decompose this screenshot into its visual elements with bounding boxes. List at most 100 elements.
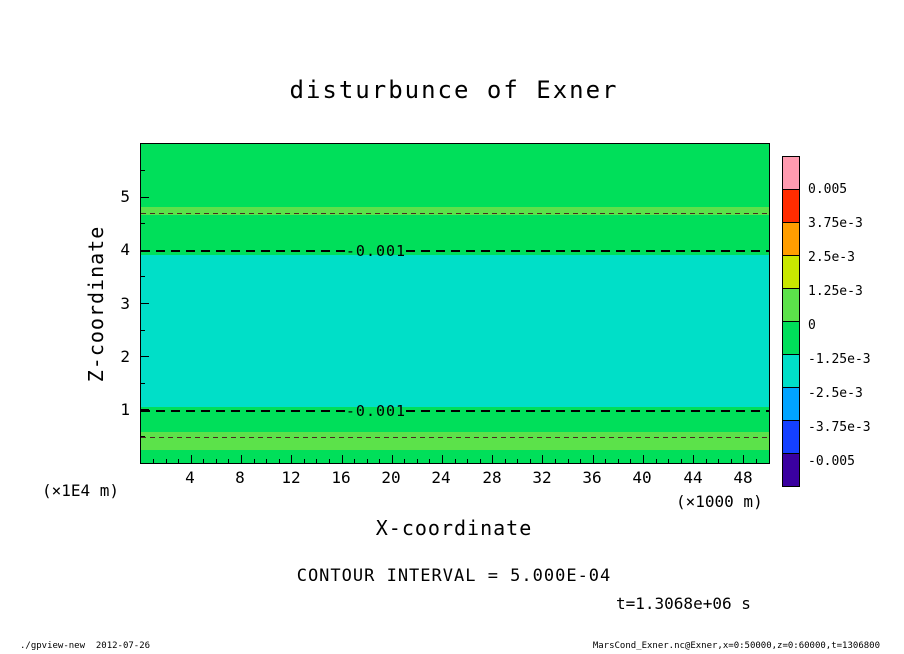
x-minor-tick bbox=[504, 459, 506, 463]
x-minor-tick bbox=[555, 459, 556, 463]
colorbar-label: 3.75e-3 bbox=[808, 216, 863, 231]
y-major-tick bbox=[141, 356, 149, 358]
x-major-tick bbox=[642, 455, 644, 463]
x-major-tick bbox=[592, 455, 594, 463]
y-minor-tick bbox=[141, 170, 145, 172]
colorbar-label: 0.005 bbox=[808, 182, 848, 197]
colorbar-label: 2.5e-3 bbox=[808, 250, 855, 265]
contour-interval-text: CONTOUR INTERVAL = 5.000E-04 bbox=[296, 566, 612, 586]
y-major-tick bbox=[141, 196, 149, 198]
chart-title: disturbunce of Exner bbox=[289, 76, 619, 104]
colorbar-cell bbox=[782, 453, 800, 487]
tone-band bbox=[141, 450, 769, 463]
colorbar-label: 0 bbox=[808, 318, 816, 333]
x-minor-tick bbox=[580, 459, 582, 463]
colorbar bbox=[782, 156, 800, 487]
x-major-tick bbox=[743, 455, 745, 463]
x-minor-tick bbox=[153, 459, 155, 463]
x-tick-label: 16 bbox=[331, 468, 351, 487]
x-minor-tick bbox=[215, 459, 217, 463]
contour-label-upper: -0.001 bbox=[345, 242, 407, 260]
colorbar-cell bbox=[782, 288, 800, 322]
tone-band bbox=[141, 207, 769, 215]
y-major-tick bbox=[141, 303, 149, 304]
x-minor-tick bbox=[467, 459, 469, 463]
x-tick-label: 24 bbox=[431, 468, 451, 487]
y-tick-label: 4 bbox=[120, 240, 130, 259]
contour-line-bold-upper-right bbox=[406, 250, 769, 252]
contour-line-bold-lower-left bbox=[141, 410, 346, 412]
x-minor-tick bbox=[178, 459, 180, 463]
x-minor-tick bbox=[278, 459, 280, 463]
x-minor-tick bbox=[630, 459, 632, 463]
x-minor-tick bbox=[228, 459, 230, 463]
x-minor-tick bbox=[617, 459, 619, 463]
y-axis-unit: (×1E4 m) bbox=[42, 481, 120, 500]
x-tick-label: 44 bbox=[683, 468, 703, 487]
x-minor-tick bbox=[303, 459, 305, 463]
x-axis-unit: (×1000 m) bbox=[676, 492, 763, 511]
x-minor-tick bbox=[454, 459, 456, 463]
x-minor-tick bbox=[668, 459, 669, 463]
colorbar-label: -0.005 bbox=[808, 454, 855, 469]
y-tick-label: 3 bbox=[120, 294, 130, 313]
x-minor-tick bbox=[730, 459, 732, 463]
y-minor-tick bbox=[141, 223, 145, 225]
y-minor-tick bbox=[141, 382, 145, 384]
x-tick-label: 4 bbox=[185, 468, 195, 487]
time-text: t=1.3068e+06 s bbox=[616, 594, 751, 613]
x-major-tick bbox=[542, 455, 544, 463]
x-minor-tick bbox=[755, 459, 757, 463]
x-minor-tick bbox=[429, 459, 431, 463]
x-minor-tick bbox=[165, 459, 167, 463]
x-tick-label: 28 bbox=[482, 468, 502, 487]
contour-line-thin-lower bbox=[141, 437, 769, 438]
x-axis-label: X-coordinate bbox=[375, 516, 533, 540]
x-tick-label: 36 bbox=[582, 468, 602, 487]
x-minor-tick bbox=[517, 459, 519, 463]
x-minor-tick bbox=[316, 459, 318, 463]
x-minor-tick bbox=[328, 459, 330, 463]
y-tick-label: 1 bbox=[120, 400, 130, 419]
y-minor-tick bbox=[141, 435, 145, 437]
colorbar-cell bbox=[782, 255, 800, 289]
x-minor-tick bbox=[366, 459, 368, 463]
x-major-tick bbox=[441, 455, 443, 463]
colorbar-label: -2.5e-3 bbox=[808, 386, 863, 401]
x-minor-tick bbox=[253, 459, 255, 463]
x-major-tick bbox=[341, 455, 343, 463]
x-major-tick bbox=[241, 455, 242, 463]
y-minor-tick bbox=[141, 276, 145, 278]
x-major-tick bbox=[492, 455, 494, 463]
colorbar-label: 1.25e-3 bbox=[808, 284, 863, 299]
y-major-tick bbox=[141, 249, 149, 251]
tone-band bbox=[141, 144, 769, 207]
x-minor-tick bbox=[680, 459, 682, 463]
x-major-tick bbox=[291, 455, 293, 463]
x-tick-label: 32 bbox=[532, 468, 552, 487]
x-minor-tick bbox=[718, 459, 720, 463]
x-major-tick bbox=[391, 455, 393, 463]
tone-band bbox=[141, 255, 769, 407]
contour-line-bold-lower-right bbox=[406, 410, 769, 412]
x-minor-tick bbox=[479, 459, 481, 463]
footer-right: MarsCond_Exner.nc@Exner,x=0:50000,z=0:60… bbox=[592, 641, 880, 651]
x-minor-tick bbox=[404, 459, 406, 463]
y-tick-label: 2 bbox=[120, 347, 130, 366]
colorbar-cell bbox=[782, 156, 800, 190]
x-major-tick bbox=[190, 455, 192, 463]
x-minor-tick bbox=[705, 459, 707, 463]
x-minor-tick bbox=[266, 459, 268, 463]
y-minor-tick bbox=[141, 329, 145, 331]
colorbar-cell bbox=[782, 222, 800, 256]
x-minor-tick bbox=[567, 459, 569, 463]
colorbar-label: -3.75e-3 bbox=[808, 420, 871, 435]
colorbar-cell bbox=[782, 189, 800, 223]
colorbar-cell bbox=[782, 387, 800, 421]
x-tick-label: 20 bbox=[381, 468, 401, 487]
colorbar-cell bbox=[782, 321, 800, 355]
x-tick-label: 48 bbox=[733, 468, 753, 487]
y-major-tick bbox=[141, 409, 149, 411]
colorbar-cell bbox=[782, 420, 800, 454]
